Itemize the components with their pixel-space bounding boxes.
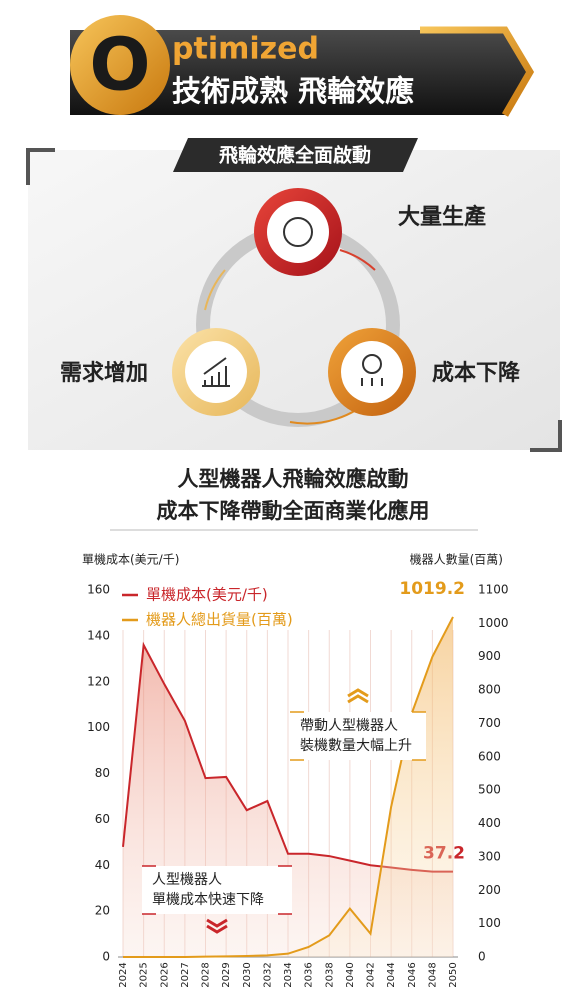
flywheel-arrow xyxy=(339,249,376,271)
x-tick-label: 2050 xyxy=(448,962,459,987)
x-tick-label: 2029 xyxy=(221,962,232,987)
annotation-text: 單機成本快速下降 xyxy=(152,892,264,908)
y2-tick-label: 1000 xyxy=(478,616,509,630)
y-tick-label: 140 xyxy=(87,628,110,642)
x-tick-label: 2028 xyxy=(201,962,212,987)
badge-circle xyxy=(70,15,170,115)
y2-tick-label: 400 xyxy=(478,816,501,830)
y-tick-label: 80 xyxy=(95,766,110,780)
x-tick-label: 2036 xyxy=(304,962,315,987)
x-tick-label: 2048 xyxy=(427,962,438,987)
x-tick-label: 2044 xyxy=(386,962,397,987)
plot: 2024 2025 2026 2027 2028 2029 2030 2032 2034 2036… xyxy=(87,579,508,988)
node-label: 成本下降 xyxy=(432,361,521,386)
x-tick-label: 2046 xyxy=(407,962,418,987)
badge-word: ptimized xyxy=(172,32,319,67)
y-tick-label: 0 xyxy=(102,950,110,964)
x-tick-label: 2027 xyxy=(180,962,191,987)
header-banner xyxy=(70,30,530,115)
badge-letter: O xyxy=(89,23,150,107)
annotation-text: 裝機數量大幅上升 xyxy=(300,738,412,754)
annotation-box xyxy=(289,711,427,761)
node-inner xyxy=(267,201,329,263)
node-icon xyxy=(283,217,313,247)
x-tick-label: 2040 xyxy=(345,962,356,987)
panel-corner xyxy=(530,420,562,452)
x-tick-label: 2032 xyxy=(262,962,273,987)
y-tick-label: 60 xyxy=(95,812,110,826)
header-arrow xyxy=(420,26,535,117)
node-icon xyxy=(361,378,383,386)
y-tick-label: 40 xyxy=(95,858,110,872)
chevron xyxy=(206,924,228,934)
panel-corner xyxy=(26,148,55,185)
x-tick-label: 2025 xyxy=(139,962,150,987)
series-line xyxy=(123,616,454,958)
annotation-text: 人型機器人 xyxy=(152,872,222,888)
x-tick-label: 2042 xyxy=(366,962,377,987)
x-tick-label: 2024 xyxy=(118,962,129,987)
y-axis-title: 單機成本(美元/千) xyxy=(82,552,179,567)
x-tick-label: 2034 xyxy=(283,962,294,987)
y-tick-label: 160 xyxy=(87,583,110,597)
panel-tag xyxy=(173,138,418,172)
x-tick-label: 2026 xyxy=(159,962,170,987)
y2-tick-label: 200 xyxy=(478,883,501,897)
x-tick-label: 2030 xyxy=(242,962,253,987)
y2-tick-label: 900 xyxy=(478,649,501,663)
x-tick-label: 2038 xyxy=(324,962,335,987)
annotation-text: 帶動人型機器人 xyxy=(300,718,398,734)
chevron xyxy=(347,688,369,698)
y-tick-label: 100 xyxy=(87,720,110,734)
section-title: 人型機器人飛輪效應啟動 xyxy=(178,467,409,491)
value-label: 1019.2 xyxy=(399,579,465,599)
y2-tick-label: 500 xyxy=(478,783,501,797)
flywheel-arrow xyxy=(204,269,226,311)
node-label: 需求增加 xyxy=(60,360,148,386)
chevron xyxy=(206,918,228,928)
y2-tick-label: 300 xyxy=(478,849,501,863)
y2-tick-label: 700 xyxy=(478,716,501,730)
y2-axis-title: 機器人數量(百萬) xyxy=(410,552,503,567)
panel-title: 飛輪效應全面啟動 xyxy=(219,144,371,167)
section-title: 成本下降帶動全面商業化應用 xyxy=(157,499,430,523)
y2-tick-label: 1100 xyxy=(478,583,509,597)
node-icon xyxy=(362,354,382,374)
annotation-box xyxy=(141,865,293,915)
y2-tick-label: 100 xyxy=(478,916,501,930)
node-inner xyxy=(185,341,247,403)
y2-tick-label: 600 xyxy=(478,749,501,763)
y2-tick-label: 800 xyxy=(478,683,501,697)
node-icon xyxy=(202,357,230,387)
chevron xyxy=(347,694,369,704)
y-tick-label: 120 xyxy=(87,674,110,688)
y2-tick-label: 0 xyxy=(478,950,486,964)
series-area xyxy=(123,616,453,957)
legend-label: 單機成本(美元/千) xyxy=(146,586,268,604)
legend-label: 機器人總出貨量(百萬) xyxy=(146,611,293,629)
header-title: 技術成熟 飛輪效應 xyxy=(172,74,414,108)
node-label: 大量生產 xyxy=(398,204,486,230)
y-tick-label: 20 xyxy=(95,904,110,918)
